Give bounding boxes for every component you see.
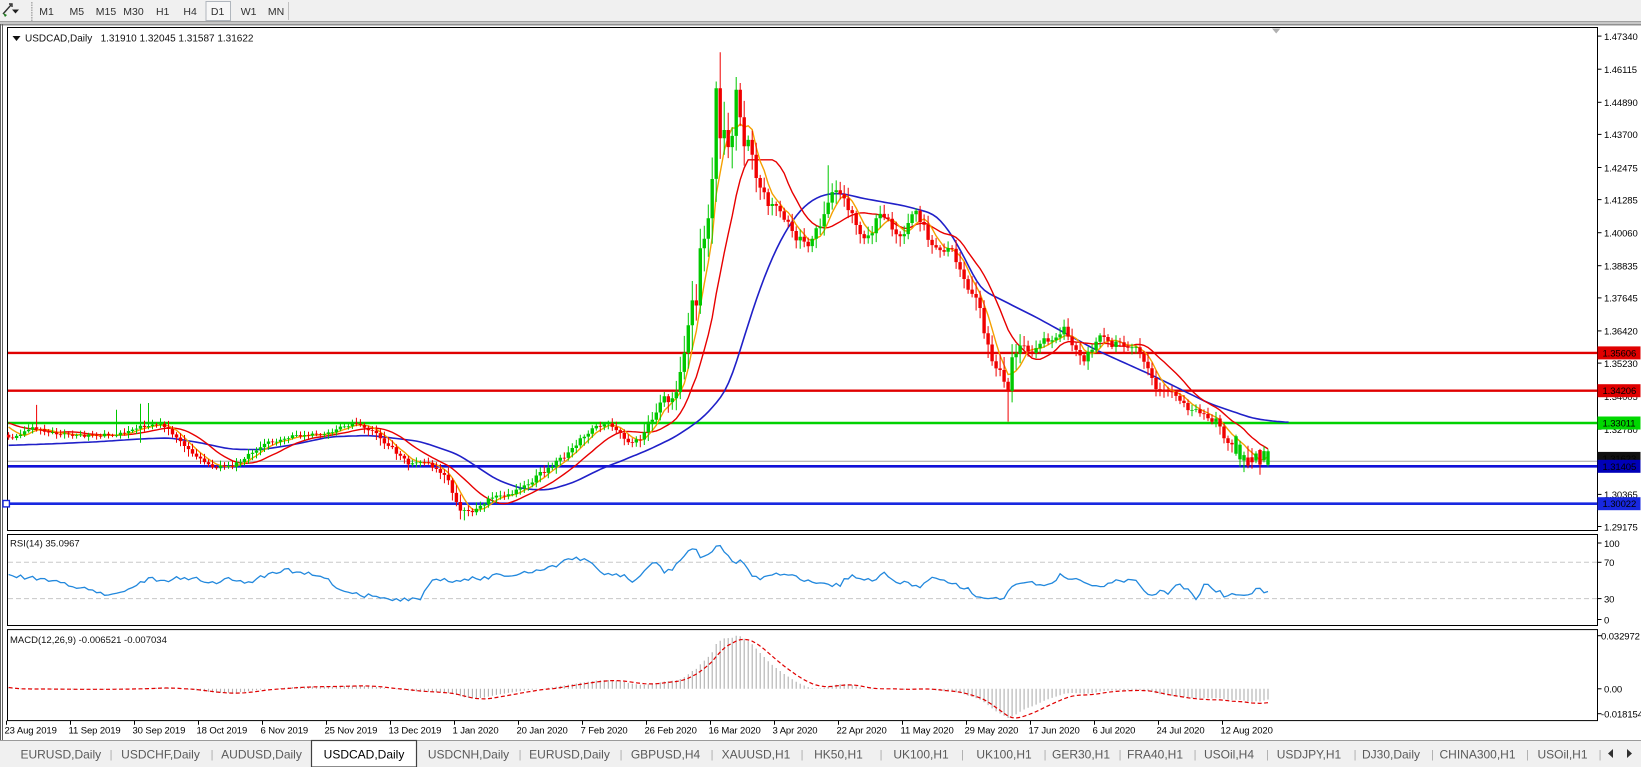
- svg-text:1.44890: 1.44890: [1604, 98, 1638, 109]
- svg-text:1.36420: 1.36420: [1604, 327, 1638, 338]
- svg-text:GER30,H1: GER30,H1: [1052, 748, 1110, 762]
- svg-text:16 Mar 2020: 16 Mar 2020: [709, 726, 761, 737]
- svg-text:USOil,H1: USOil,H1: [1537, 748, 1587, 762]
- svg-text:1.41285: 1.41285: [1604, 195, 1638, 206]
- svg-text:USDCNH,Daily: USDCNH,Daily: [428, 748, 509, 762]
- svg-text:|: |: [711, 749, 714, 761]
- svg-text:|: |: [801, 749, 804, 761]
- svg-text:M15: M15: [96, 6, 117, 18]
- svg-text:USDCHF,Daily: USDCHF,Daily: [121, 748, 200, 762]
- svg-text:UK100,H1: UK100,H1: [976, 748, 1032, 762]
- svg-text:EURUSD,Daily: EURUSD,Daily: [20, 748, 101, 762]
- svg-text:13 Dec 2019: 13 Dec 2019: [389, 726, 442, 737]
- svg-text:USDCAD,Daily: USDCAD,Daily: [324, 748, 405, 762]
- svg-text:7 Feb 2020: 7 Feb 2020: [581, 726, 628, 737]
- svg-text:6 Jul 2020: 6 Jul 2020: [1093, 726, 1136, 737]
- svg-text:UK100,H1: UK100,H1: [893, 748, 949, 762]
- svg-text:M5: M5: [70, 6, 85, 18]
- svg-text:|: |: [1354, 749, 1357, 761]
- svg-text:|: |: [620, 749, 623, 761]
- svg-text:30: 30: [1604, 594, 1614, 605]
- svg-text:11 May 2020: 11 May 2020: [901, 726, 954, 737]
- svg-text:6 Nov 2019: 6 Nov 2019: [261, 726, 309, 737]
- svg-text:1.29175: 1.29175: [1604, 522, 1638, 533]
- svg-text:1.31623: 1.31623: [1603, 454, 1637, 465]
- svg-text:AUDUSD,Daily: AUDUSD,Daily: [221, 748, 302, 762]
- svg-text:H4: H4: [183, 6, 197, 18]
- svg-text:1.40060: 1.40060: [1604, 229, 1638, 240]
- svg-text:17 Jun 2020: 17 Jun 2020: [1029, 726, 1080, 737]
- svg-text:0: 0: [1604, 615, 1609, 626]
- svg-text:W1: W1: [241, 6, 257, 18]
- svg-text:1.30365: 1.30365: [1604, 490, 1638, 501]
- svg-text:1.43700: 1.43700: [1604, 130, 1638, 141]
- svg-text:-0.018154: -0.018154: [1601, 710, 1641, 721]
- svg-text:11 Sep 2019: 11 Sep 2019: [69, 726, 121, 737]
- svg-text:M1: M1: [39, 6, 54, 18]
- svg-text:3 Apr 2020: 3 Apr 2020: [773, 726, 818, 737]
- svg-text:XAUUSD,H1: XAUUSD,H1: [722, 748, 791, 762]
- svg-text:DJ30,Daily: DJ30,Daily: [1362, 748, 1420, 762]
- svg-text:|: |: [1194, 749, 1197, 761]
- svg-text:29 May 2020: 29 May 2020: [965, 726, 1019, 737]
- svg-text:RSI(14) 35.0967: RSI(14) 35.0967: [10, 539, 80, 550]
- svg-text:1.33011: 1.33011: [1603, 419, 1636, 430]
- svg-text:1.31405: 1.31405: [1603, 462, 1637, 473]
- svg-text:1.46115: 1.46115: [1604, 65, 1637, 76]
- svg-text:1.34005: 1.34005: [1604, 392, 1638, 403]
- svg-text:HK50,H1: HK50,H1: [814, 748, 863, 762]
- svg-text:MN: MN: [268, 6, 284, 18]
- svg-text:18 Oct 2019: 18 Oct 2019: [197, 726, 248, 737]
- svg-text:|: |: [1119, 749, 1122, 761]
- svg-text:CHINA300,H1: CHINA300,H1: [1439, 748, 1515, 762]
- svg-text:|: |: [961, 749, 964, 761]
- svg-text:1.42475: 1.42475: [1604, 163, 1638, 174]
- svg-text:|: |: [1266, 749, 1269, 761]
- svg-text:|: |: [1599, 749, 1602, 761]
- svg-text:USOil,H4: USOil,H4: [1204, 748, 1254, 762]
- svg-text:D1: D1: [211, 6, 225, 18]
- svg-text:MACD(12,26,9) -0.006521 -0.007: MACD(12,26,9) -0.006521 -0.007034: [10, 635, 167, 646]
- svg-text:25 Nov 2019: 25 Nov 2019: [325, 726, 378, 737]
- svg-text:24 Jul 2020: 24 Jul 2020: [1157, 726, 1205, 737]
- svg-text:30 Sep 2019: 30 Sep 2019: [133, 726, 186, 737]
- svg-text:FRA40,H1: FRA40,H1: [1127, 748, 1183, 762]
- svg-text:20 Jan 2020: 20 Jan 2020: [517, 726, 568, 737]
- svg-text:|: |: [110, 749, 113, 761]
- svg-text:1.34206: 1.34206: [1603, 386, 1637, 397]
- svg-text:|: |: [880, 749, 883, 761]
- svg-text:USDCAD,Daily 1.31910 1.32045: USDCAD,Daily 1.31910 1.32045 1.31587 1.3…: [25, 34, 254, 45]
- svg-text:22 Apr 2020: 22 Apr 2020: [837, 726, 887, 737]
- svg-text:26 Feb 2020: 26 Feb 2020: [645, 726, 697, 737]
- svg-text:EURUSD,Daily: EURUSD,Daily: [529, 748, 610, 762]
- svg-text:1.35606: 1.35606: [1603, 348, 1637, 359]
- svg-text:|: |: [1044, 749, 1047, 761]
- svg-text:0.00: 0.00: [1604, 685, 1622, 696]
- svg-text:1.35230: 1.35230: [1604, 359, 1638, 370]
- svg-text:1.38835: 1.38835: [1604, 262, 1638, 273]
- svg-text:|: |: [1526, 749, 1529, 761]
- svg-text:|: |: [1431, 749, 1434, 761]
- svg-text:1.32780: 1.32780: [1604, 425, 1638, 436]
- svg-text:100: 100: [1604, 539, 1620, 550]
- svg-text:12 Aug 2020: 12 Aug 2020: [1221, 726, 1273, 737]
- svg-text:1 Jan 2020: 1 Jan 2020: [453, 726, 499, 737]
- svg-text:M30: M30: [123, 6, 144, 18]
- svg-text:|: |: [519, 749, 522, 761]
- svg-text:|: |: [211, 749, 214, 761]
- svg-text:GBPUSD,H4: GBPUSD,H4: [631, 748, 701, 762]
- svg-text:1.47340: 1.47340: [1604, 32, 1638, 43]
- svg-text:23 Aug 2019: 23 Aug 2019: [5, 726, 57, 737]
- svg-text:70: 70: [1604, 558, 1614, 569]
- svg-text:1.37645: 1.37645: [1604, 294, 1638, 305]
- svg-text:1.30022: 1.30022: [1603, 499, 1637, 510]
- svg-text:USDJPY,H1: USDJPY,H1: [1277, 748, 1342, 762]
- svg-text:H1: H1: [156, 6, 170, 18]
- svg-text:0.032972: 0.032972: [1601, 632, 1640, 643]
